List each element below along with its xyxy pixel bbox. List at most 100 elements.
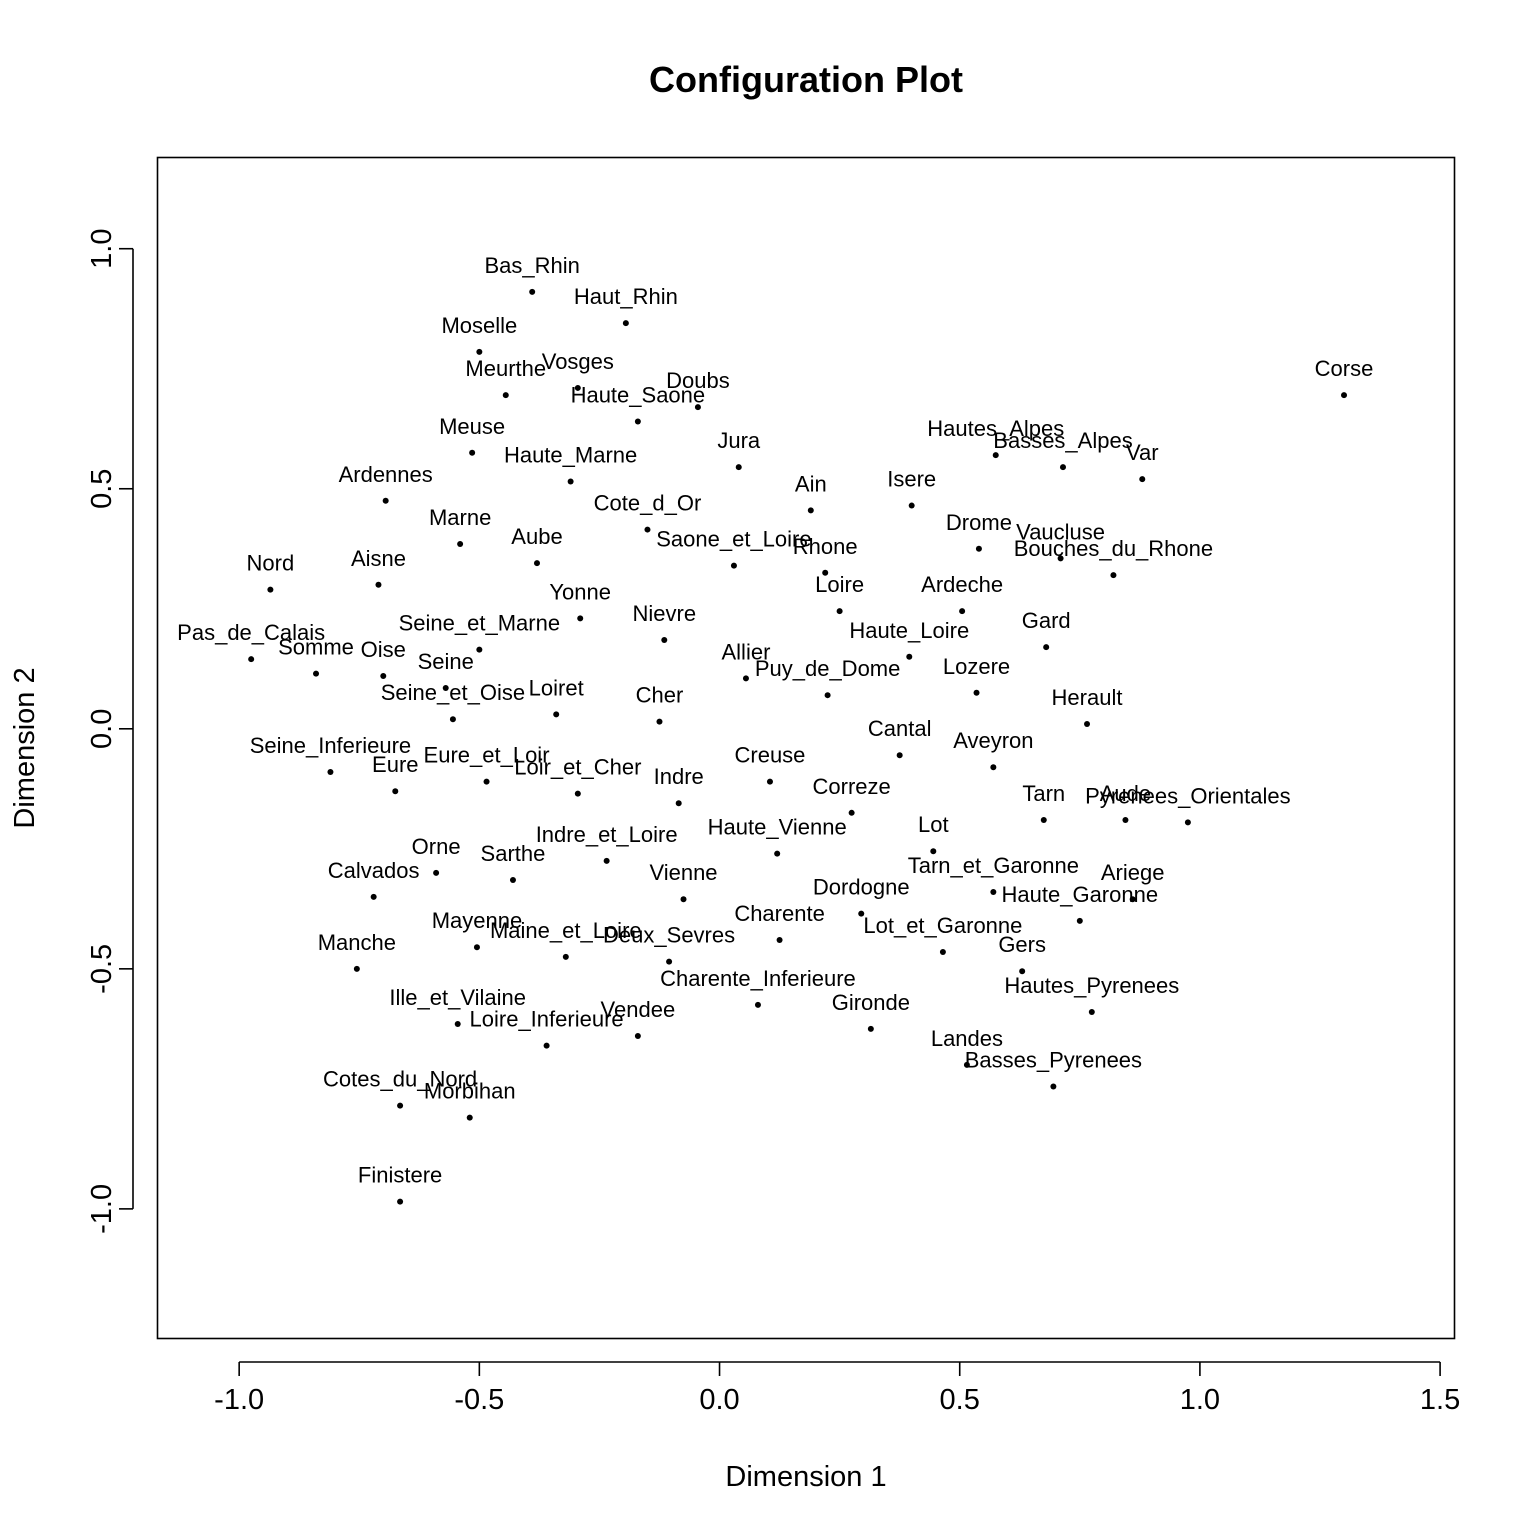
y-tick-label: 1.0 (86, 229, 118, 269)
data-point-label: Seine_Inferieure (250, 733, 411, 758)
data-point-label: Nievre (633, 601, 697, 626)
data-point (1088, 1009, 1095, 1016)
data-point-label: Bouches_du_Rhone (1014, 536, 1213, 561)
data-point (858, 910, 865, 917)
x-tick-label: 1.0 (1180, 1384, 1220, 1416)
y-tick-label: 0.5 (86, 469, 118, 509)
data-point (533, 560, 540, 567)
data-point (735, 464, 742, 471)
data-point-label: Ardeche (921, 572, 1003, 597)
data-point (867, 1025, 874, 1032)
data-point-label: Puy_de_Dome (755, 656, 901, 681)
data-point-label: Haut_Rhin (574, 284, 678, 309)
data-point (930, 848, 937, 855)
data-point-label: Tarn (1022, 781, 1065, 806)
data-point (1084, 720, 1091, 727)
data-point-label: Cher (636, 683, 684, 708)
data-point (469, 449, 476, 456)
x-tick-label: 0.5 (940, 1384, 980, 1416)
data-point-label: Eure_et_Loir (424, 743, 550, 768)
data-point-label: Nord (247, 551, 295, 576)
data-point (1076, 917, 1083, 924)
data-point (375, 581, 382, 588)
data-point (975, 545, 982, 552)
data-point (666, 958, 673, 965)
data-point (644, 526, 651, 533)
data-point (959, 608, 966, 615)
data-point-label: Sarthe (481, 841, 546, 866)
data-point-label: Somme (278, 635, 354, 660)
data-point (476, 348, 483, 355)
data-point (509, 877, 516, 884)
data-point (457, 540, 464, 547)
data-point-label: Aisne (351, 546, 406, 571)
x-axis-title: Dimension 1 (725, 1461, 886, 1493)
data-point (694, 404, 701, 411)
data-point-label: Deux_Sevres (603, 923, 735, 948)
chart-title: Configuration Plot (649, 59, 963, 100)
data-point-label: Haute_Loire (849, 618, 969, 643)
data-point-label: Basses_Alpes (993, 428, 1132, 453)
data-point-label: Landes (931, 1026, 1003, 1051)
data-point (267, 586, 274, 593)
data-point (622, 320, 629, 327)
data-point (353, 965, 360, 972)
data-point (822, 569, 829, 576)
data-point (908, 502, 915, 509)
data-point-label: Rhone (793, 534, 858, 559)
data-point-label: Vaucluse (1016, 519, 1105, 544)
data-point (529, 288, 536, 295)
data-point (397, 1198, 404, 1205)
data-point-label: Correze (813, 774, 891, 799)
data-point (848, 809, 855, 816)
data-point (574, 790, 581, 797)
data-point-label: Loire_Inferieure (470, 1007, 624, 1032)
data-point-label: Basses_Pyrenees (965, 1047, 1142, 1072)
y-tick-label: 0.0 (86, 709, 118, 749)
data-point-label: Corse (1315, 356, 1374, 381)
data-point-label: Vienne (649, 860, 717, 885)
data-point-label: Ardennes (339, 462, 433, 487)
data-point-label: Meuse (439, 414, 505, 439)
data-point (327, 769, 334, 776)
data-point (807, 507, 814, 514)
data-point-label: Vosges (542, 349, 614, 374)
data-point (990, 764, 997, 771)
data-point-label: Vendee (601, 997, 676, 1022)
data-point (730, 562, 737, 569)
data-point-label: Haute_Vienne (708, 815, 847, 840)
x-tick-label: 0.0 (699, 1384, 739, 1416)
data-point-label: Cote_d_Or (594, 491, 702, 516)
data-point-label: Hautes_Pyrenees (1004, 973, 1179, 998)
data-point-label: Creuse (735, 743, 806, 768)
data-point-label: Haute_Garonne (1002, 882, 1159, 907)
data-point (473, 944, 480, 951)
data-point-label: Loire (815, 572, 864, 597)
data-point-label: Gers (998, 932, 1046, 957)
data-point (392, 788, 399, 795)
data-point (577, 615, 584, 622)
data-point (382, 497, 389, 504)
data-point-label: Yonne (549, 579, 611, 604)
data-point (603, 857, 610, 864)
data-point-label: Doubs (666, 368, 730, 393)
data-point-label: Calvados (328, 858, 420, 883)
data-point (454, 1021, 461, 1028)
data-point (906, 653, 913, 660)
data-point-label: Ariege (1101, 860, 1165, 885)
data-point-label: Loir_et_Cher (514, 755, 641, 780)
data-point-label: Allier (722, 639, 771, 664)
data-point-label: Orne (412, 834, 461, 859)
data-point (1184, 819, 1191, 826)
data-point (766, 778, 773, 785)
data-point (313, 670, 320, 677)
data-point (543, 1042, 550, 1049)
data-point-label: Tarn_et_Garonne (908, 853, 1079, 878)
data-point (836, 608, 843, 615)
data-point-label: Lozere (943, 654, 1010, 679)
y-tick-label: -1.0 (86, 1184, 118, 1234)
data-point (1110, 572, 1117, 579)
data-point (939, 949, 946, 956)
x-tick-label: -0.5 (454, 1384, 504, 1416)
